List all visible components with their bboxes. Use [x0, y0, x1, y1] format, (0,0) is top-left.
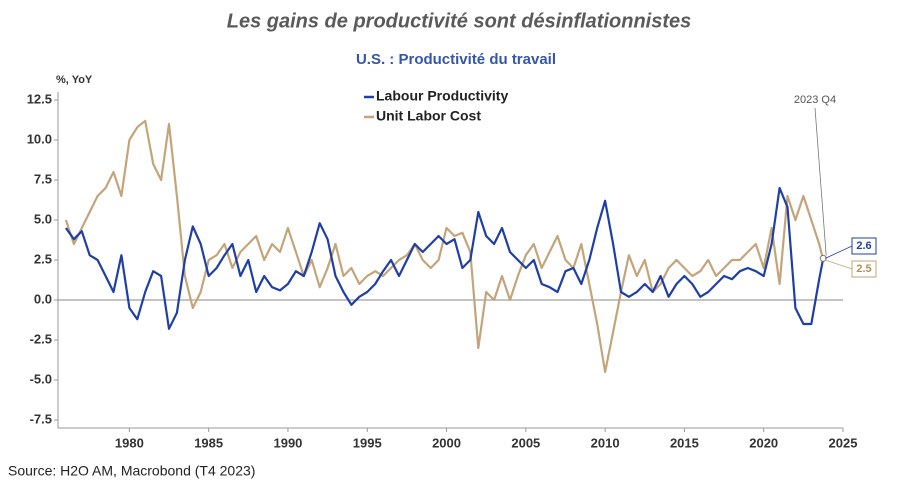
y-tick-label: 0.0 [34, 291, 52, 306]
y-tick-label: 10.0 [27, 131, 52, 146]
annotation: 2023 Q4 [794, 94, 836, 106]
y-tick-label: 5.0 [34, 211, 52, 226]
end-leader [825, 259, 853, 270]
legend-label: Labour Productivity [376, 88, 508, 104]
x-tick-label: 2005 [511, 435, 540, 450]
y-tick-label: 12.5 [27, 91, 52, 106]
x-tick-label: 1995 [353, 435, 382, 450]
y-tick-label: 7.5 [34, 171, 52, 186]
end-leader [825, 245, 853, 259]
x-tick-label: 1990 [273, 435, 302, 450]
y-tick-label: -7.5 [30, 411, 52, 426]
chart-title: Les gains de productivité sont désinflat… [227, 10, 692, 32]
y-axis-label: %, YoY [56, 74, 93, 86]
end-label-box [851, 260, 877, 278]
y-tick-label: -2.5 [30, 331, 52, 346]
y-tick-label: -5.0 [30, 371, 52, 386]
series-line [65, 186, 825, 330]
end-label: 2.5 [856, 263, 871, 275]
series-line [64, 119, 825, 374]
end-label-box [851, 237, 877, 255]
x-tick-label: 1980 [115, 435, 144, 450]
legend-label: Unit Labor Cost [376, 108, 481, 124]
chart-subtitle: U.S. : Productivité du travail [356, 51, 556, 68]
x-tick-label: 2020 [749, 435, 778, 450]
end-label: 2.6 [856, 240, 871, 252]
source-note: Source: H2O AM, Macrobond (T4 2023) [8, 463, 255, 479]
x-tick-label: 1985 [194, 435, 223, 450]
x-tick-label: 2015 [670, 435, 699, 450]
y-tick-label: 2.5 [34, 251, 52, 266]
x-tick-label: 2025 [829, 435, 858, 450]
x-tick-label: 2000 [432, 435, 461, 450]
x-tick-label: 2010 [591, 435, 620, 450]
annotation-leader [814, 107, 827, 256]
annotation-point [819, 254, 827, 262]
